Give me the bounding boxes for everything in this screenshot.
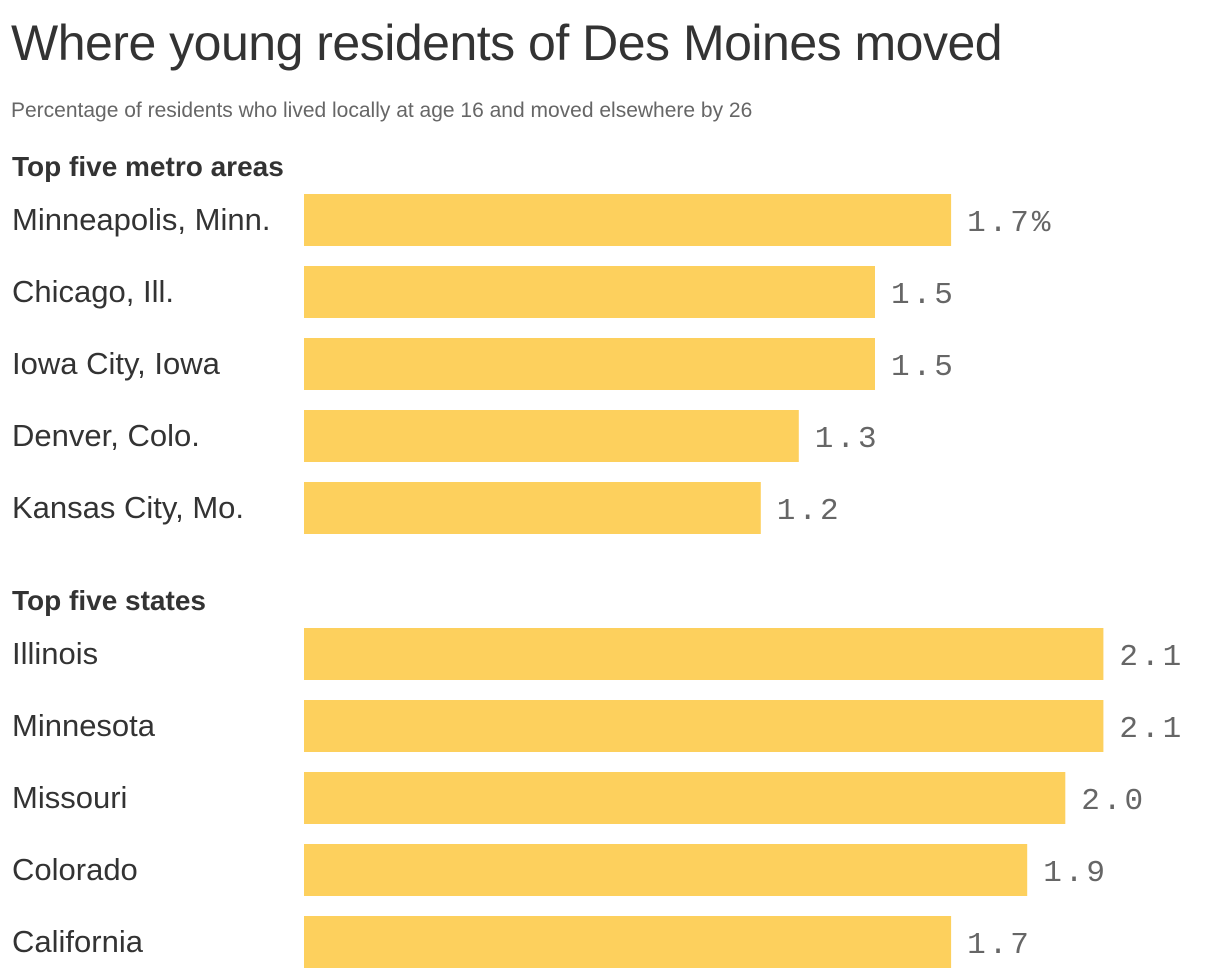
bar [304, 482, 761, 534]
value-label: 1.7% [967, 206, 1053, 241]
value-label: 2.1 [1119, 712, 1184, 747]
category-label: Illinois [12, 636, 98, 671]
chart-subtitle: Percentage of residents who lived locall… [11, 99, 753, 122]
value-label: 1.3 [815, 422, 880, 457]
category-label: Denver, Colo. [12, 418, 200, 453]
category-label: Iowa City, Iowa [12, 346, 221, 381]
category-label: Minnesota [12, 708, 156, 743]
chart-title: Where young residents of Des Moines move… [11, 15, 1003, 71]
category-label: Colorado [12, 852, 138, 887]
bar [304, 410, 799, 462]
bar [304, 844, 1028, 896]
value-label: 1.2 [777, 494, 842, 529]
value-label: 1.5 [891, 278, 956, 313]
bar [304, 772, 1066, 824]
category-label: Chicago, Ill. [12, 274, 174, 309]
value-label: 1.5 [891, 350, 956, 385]
bar [304, 266, 875, 318]
category-label: California [12, 924, 144, 959]
bar [304, 338, 875, 390]
category-label: Minneapolis, Minn. [12, 202, 270, 237]
bar [304, 194, 952, 246]
section-title: Top five states [12, 585, 206, 616]
category-label: Kansas City, Mo. [12, 490, 244, 525]
category-label: Missouri [12, 780, 127, 815]
value-label: 2.1 [1119, 640, 1184, 675]
bar [304, 700, 1104, 752]
value-label: 1.7 [967, 928, 1032, 963]
bar [304, 916, 952, 968]
section-title: Top five metro areas [12, 151, 284, 182]
value-label: 2.0 [1081, 784, 1146, 819]
bar [304, 628, 1104, 680]
value-label: 1.9 [1043, 856, 1108, 891]
